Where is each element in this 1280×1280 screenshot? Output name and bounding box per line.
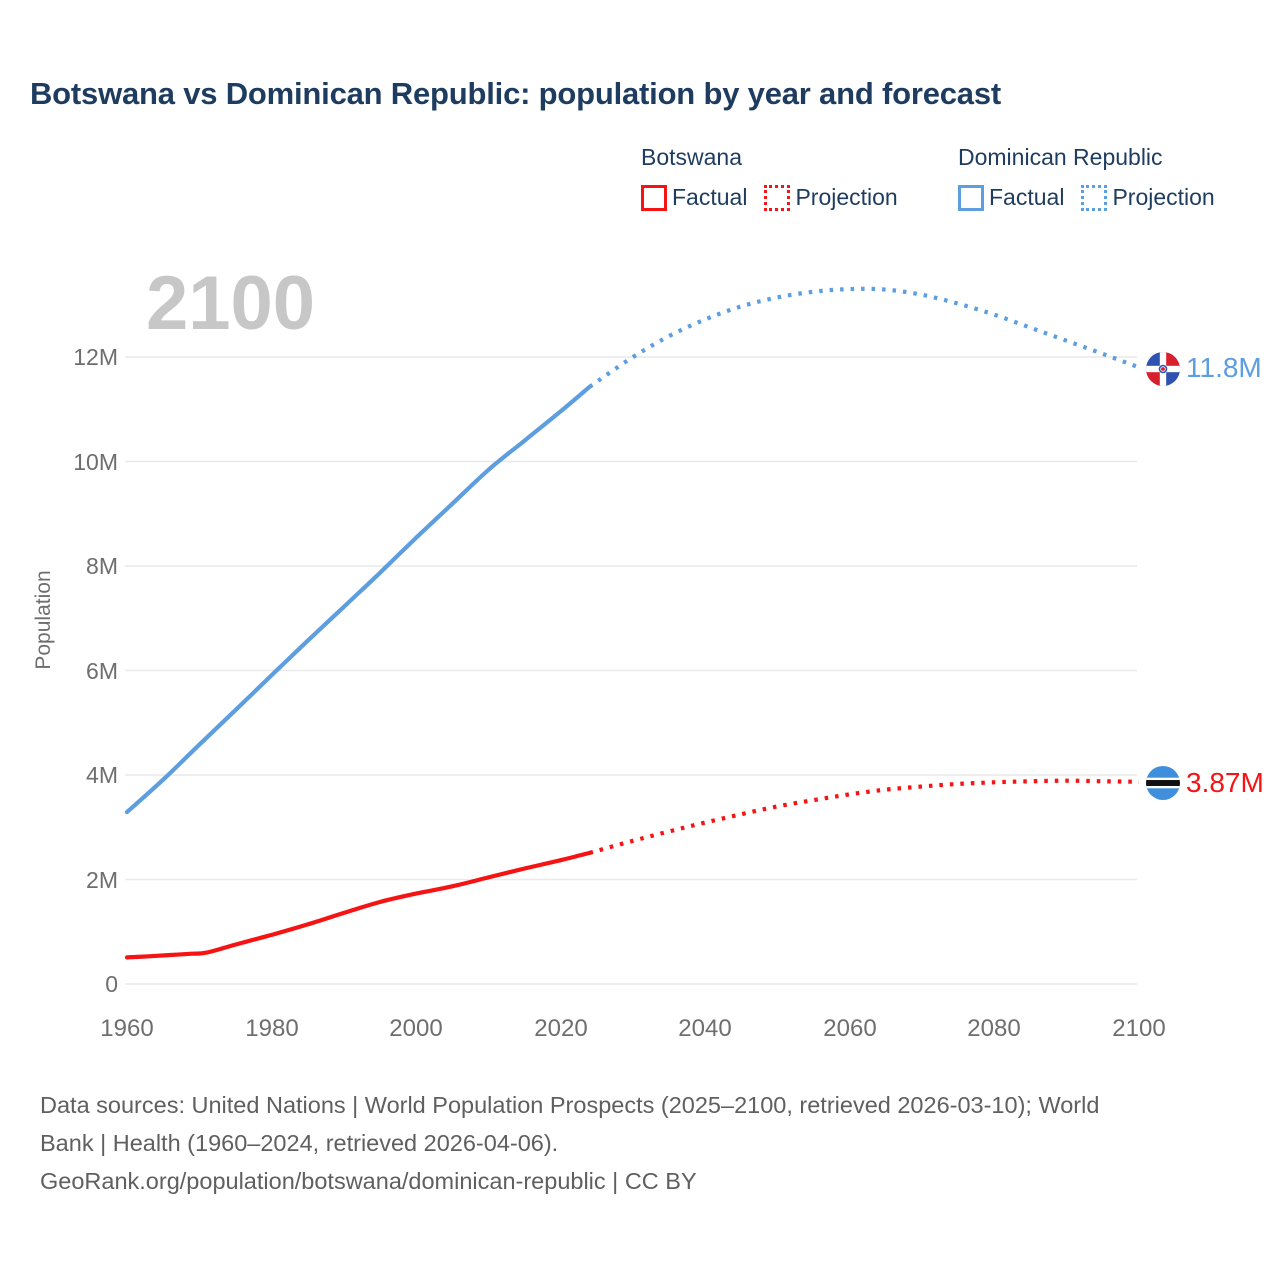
dominican-republic-factual-swatch-icon	[958, 184, 984, 211]
dominican-republic-factual-line	[124, 384, 592, 815]
botswana-projection-line	[589, 778, 1140, 855]
legend-group-dominican-republic: Dominican Republic Factual Projection	[958, 144, 1215, 211]
y-tick-2m: 2M	[86, 867, 118, 893]
legend-header-dominican-republic: Dominican Republic	[958, 144, 1163, 170]
dominican-republic-flag-icon	[1146, 352, 1180, 386]
legend-item-botswana-factual[interactable]: Factual	[641, 184, 747, 211]
legend-item-dominican-republic-projection[interactable]: Projection	[1081, 184, 1215, 211]
botswana-flag-icon	[1146, 766, 1180, 800]
y-tick-4m: 4M	[86, 762, 118, 788]
y-tick-8m: 8M	[86, 553, 118, 579]
footer-sources-line2: Bank | Health (1960–2024, retrieved 2026…	[40, 1130, 559, 1156]
legend-label: Factual	[672, 184, 748, 210]
footer: Data sources: United Nations | World Pop…	[40, 1086, 1230, 1200]
end-label-botswana: 3.87M	[1186, 767, 1264, 798]
page-title: Botswana vs Dominican Republic: populati…	[30, 76, 1001, 111]
x-tick-2040: 2040	[678, 1015, 732, 1042]
dominican-republic-projection-swatch-icon	[1081, 184, 1108, 211]
end-label-dominican-republic: 11.8M	[1186, 352, 1262, 383]
y-tick-12m: 12M	[73, 344, 118, 370]
legend-label: Projection	[1112, 184, 1215, 210]
botswana-factual-line	[124, 850, 592, 960]
x-tick-1980: 1980	[245, 1015, 299, 1042]
x-tick-2020: 2020	[534, 1015, 588, 1042]
botswana-projection-swatch-icon	[764, 184, 791, 211]
x-tick-2000: 2000	[389, 1015, 443, 1042]
y-tick-6m: 6M	[86, 658, 118, 684]
legend-item-dominican-republic-factual[interactable]: Factual	[958, 184, 1064, 211]
x-tick-2100: 2100	[1112, 1015, 1166, 1042]
y-axis-title: Population	[32, 570, 55, 670]
legend-label: Projection	[795, 184, 898, 210]
x-tick-2060: 2060	[823, 1015, 877, 1042]
x-tick-1960: 1960	[100, 1015, 154, 1042]
watermark-year: 2100	[146, 261, 316, 346]
legend-header-botswana: Botswana	[641, 144, 743, 170]
footer-sources-line1: Data sources: United Nations | World Pop…	[40, 1092, 1100, 1118]
botswana-factual-swatch-icon	[641, 184, 667, 211]
y-tick-0: 0	[105, 971, 118, 997]
legend-item-botswana-projection[interactable]: Projection	[764, 184, 898, 211]
dominican-republic-projection-line	[588, 286, 1140, 389]
legend-label: Factual	[989, 184, 1065, 210]
y-tick-10m: 10M	[73, 449, 118, 475]
footer-attribution: GeoRank.org/population/botswana/dominica…	[40, 1168, 697, 1194]
x-tick-2080: 2080	[967, 1015, 1021, 1042]
legend-group-botswana: Botswana Factual Projection	[641, 144, 898, 211]
